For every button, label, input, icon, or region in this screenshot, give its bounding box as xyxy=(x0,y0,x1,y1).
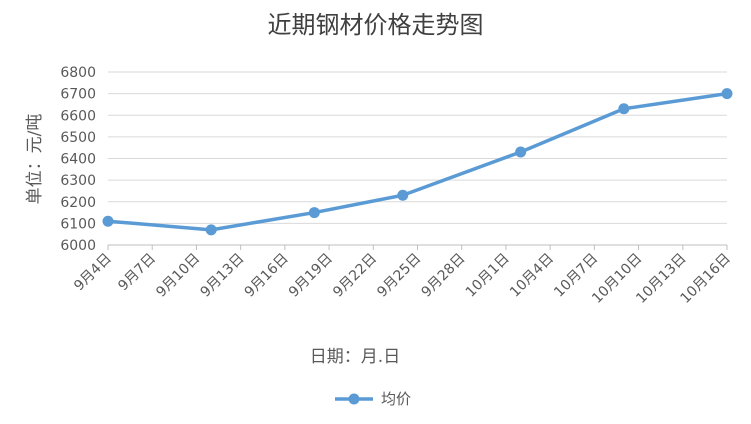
y-tick-label: 6300 xyxy=(60,173,96,189)
x-tick-label: 10月1日 xyxy=(463,251,513,301)
series-group xyxy=(102,88,733,236)
y-tick-label: 6200 xyxy=(60,195,96,211)
y-tick-label: 6700 xyxy=(60,87,96,103)
y-tick-label: 6100 xyxy=(60,216,96,232)
legend: 均价 xyxy=(335,390,411,408)
x-tick-label: 9月13日 xyxy=(197,251,247,301)
data-point xyxy=(721,88,733,100)
data-point xyxy=(102,215,114,227)
y-axis-title: 单位：元/吨 xyxy=(25,114,45,205)
y-tick-label: 6500 xyxy=(60,130,96,146)
x-tick-label: 9月10日 xyxy=(153,251,203,301)
legend-marker xyxy=(348,393,360,405)
grid xyxy=(108,71,727,246)
x-tick-label: 9月19日 xyxy=(286,251,336,301)
x-tick-label: 9月28日 xyxy=(419,251,469,301)
x-axis-ticks: 9月4日 9月7日9月10日9月13日9月16日9月19日9月22日9月25日9月… xyxy=(71,245,734,307)
data-point xyxy=(397,189,409,201)
series-line xyxy=(106,91,729,232)
x-tick-label: 9月22日 xyxy=(330,251,380,301)
y-axis-ticks: 6000 6100 6200 6300 6400 6500 6600 6700 6800 xyxy=(60,65,96,254)
y-tick-label: 6000 xyxy=(60,238,96,254)
y-tick-label: 6600 xyxy=(60,108,96,124)
x-tick-label: 9月16日 xyxy=(242,251,292,301)
x-tick-label: 9月4日 xyxy=(71,251,115,295)
y-tick-label: 6400 xyxy=(60,152,96,168)
data-point xyxy=(515,146,527,158)
legend-label: 均价 xyxy=(381,390,411,408)
data-point xyxy=(308,207,320,219)
chart-title: 近期钢材价格走势图 xyxy=(268,11,484,39)
x-axis-title: 日期：月.日 xyxy=(310,347,400,367)
x-tick-label: 9月25日 xyxy=(374,251,424,301)
x-tick-label: 10月4日 xyxy=(507,251,557,301)
data-point xyxy=(618,103,630,115)
y-tick-label: 6800 xyxy=(60,65,96,81)
x-tick-label: 9月7日 xyxy=(115,251,159,295)
data-point xyxy=(205,224,217,236)
